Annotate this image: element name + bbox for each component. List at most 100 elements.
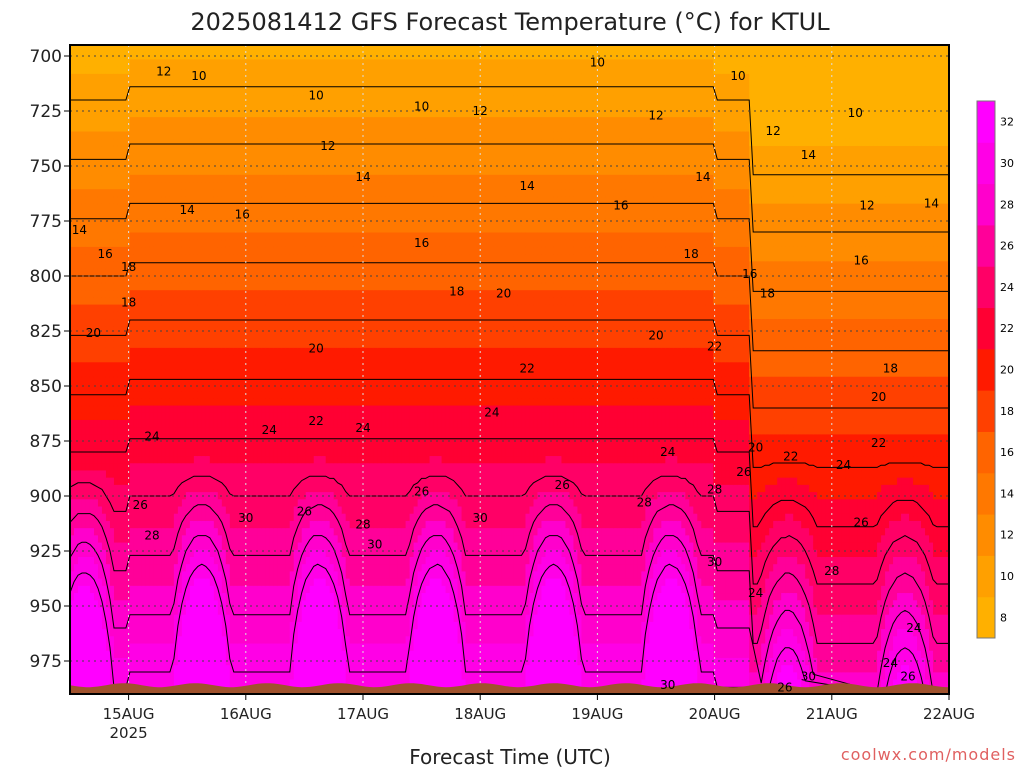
heatmap-cell xyxy=(129,463,135,472)
heatmap-cell xyxy=(249,138,255,147)
heatmap-cell xyxy=(121,614,127,623)
heatmap-cell xyxy=(253,81,259,89)
heatmap-cell xyxy=(201,564,207,573)
heatmap-cell xyxy=(137,621,143,630)
heatmap-cell xyxy=(221,189,227,198)
heatmap-cell xyxy=(249,629,255,637)
heatmap-cell xyxy=(233,282,239,291)
heatmap-cell xyxy=(145,182,151,190)
heatmap-cell xyxy=(121,355,127,363)
heatmap-cell xyxy=(129,528,135,536)
heatmap-cell xyxy=(121,376,127,385)
heatmap-cell xyxy=(229,275,235,284)
heatmap-cell xyxy=(145,470,151,479)
heatmap-cell xyxy=(249,484,255,493)
heatmap-cell xyxy=(273,138,279,147)
heatmap-cell xyxy=(157,124,163,133)
heatmap-cell xyxy=(257,535,263,544)
heatmap-cell xyxy=(209,261,215,270)
heatmap-cell xyxy=(253,319,259,327)
heatmap-cell xyxy=(85,585,91,594)
heatmap-cell xyxy=(145,600,151,609)
heatmap-cell xyxy=(73,513,79,522)
heatmap-cell xyxy=(149,304,155,313)
heatmap-cell xyxy=(197,398,203,407)
heatmap-cell xyxy=(261,463,267,472)
heatmap-cell xyxy=(101,434,107,443)
heatmap-cell xyxy=(109,347,115,356)
heatmap-cell xyxy=(129,52,135,61)
heatmap-cell xyxy=(193,124,199,133)
heatmap-cell xyxy=(265,499,271,508)
heatmap-cell xyxy=(77,261,83,270)
heatmap-cell xyxy=(177,621,183,630)
heatmap-cell xyxy=(169,182,175,190)
heatmap-cell xyxy=(241,210,247,219)
heatmap-cell xyxy=(201,542,207,551)
heatmap-cell xyxy=(185,355,191,363)
heatmap-cell xyxy=(193,88,199,97)
heatmap-cell xyxy=(117,607,123,616)
heatmap-cell xyxy=(137,441,143,450)
heatmap-cell xyxy=(257,333,263,342)
heatmap-cell xyxy=(201,600,207,609)
heatmap-cell xyxy=(225,391,231,399)
heatmap-cell xyxy=(85,167,91,176)
heatmap-cell xyxy=(277,679,283,688)
heatmap-cell xyxy=(225,333,231,342)
heatmap-cell xyxy=(129,268,135,277)
heatmap-cell xyxy=(177,167,183,176)
heatmap-cell xyxy=(85,210,91,219)
heatmap-cell xyxy=(197,340,203,349)
heatmap-cell xyxy=(177,427,183,435)
heatmap-cell xyxy=(177,470,183,479)
heatmap-cell xyxy=(81,268,87,277)
heatmap-cell xyxy=(181,607,187,616)
heatmap-cell xyxy=(253,102,259,111)
heatmap-cell xyxy=(253,607,259,616)
heatmap-cell xyxy=(217,81,223,89)
heatmap-cell xyxy=(81,535,87,544)
heatmap-cell xyxy=(153,225,159,234)
heatmap-cell xyxy=(169,427,175,435)
heatmap-cell xyxy=(133,448,139,457)
heatmap-cell xyxy=(105,434,111,443)
heatmap-cell xyxy=(289,319,295,327)
heatmap-cell xyxy=(129,203,135,212)
heatmap-cell xyxy=(113,412,119,421)
heatmap-cell xyxy=(89,52,95,61)
heatmap-cell xyxy=(281,297,287,306)
heatmap-cell xyxy=(117,81,123,89)
heatmap-cell xyxy=(261,362,267,371)
heatmap-cell xyxy=(237,102,243,111)
heatmap-cell xyxy=(113,326,119,335)
heatmap-cell xyxy=(81,593,87,601)
heatmap-cell xyxy=(89,456,95,464)
heatmap-cell xyxy=(97,355,103,363)
heatmap-cell xyxy=(229,254,235,262)
heatmap-cell xyxy=(77,189,83,198)
heatmap-cell xyxy=(185,369,191,378)
heatmap-cell xyxy=(165,556,171,565)
heatmap-cell xyxy=(89,254,95,262)
heatmap-cell xyxy=(165,427,171,435)
heatmap-cell xyxy=(205,73,211,82)
heatmap-cell xyxy=(177,672,183,681)
heatmap-cell xyxy=(101,81,107,89)
heatmap-cell xyxy=(121,556,127,565)
heatmap-cell xyxy=(285,174,291,183)
heatmap-cell xyxy=(205,463,211,472)
heatmap-cell xyxy=(205,109,211,118)
heatmap-cell xyxy=(93,81,99,89)
heatmap-cell xyxy=(113,131,119,140)
heatmap-cell xyxy=(177,95,183,104)
heatmap-cell xyxy=(197,614,203,623)
heatmap-cell xyxy=(209,340,215,349)
heatmap-cell xyxy=(269,484,275,493)
heatmap-cell xyxy=(253,239,259,248)
heatmap-cell xyxy=(237,621,243,630)
heatmap-cell xyxy=(249,650,255,659)
heatmap-cell xyxy=(145,621,151,630)
heatmap-cell xyxy=(153,470,159,479)
heatmap-cell xyxy=(153,650,159,659)
